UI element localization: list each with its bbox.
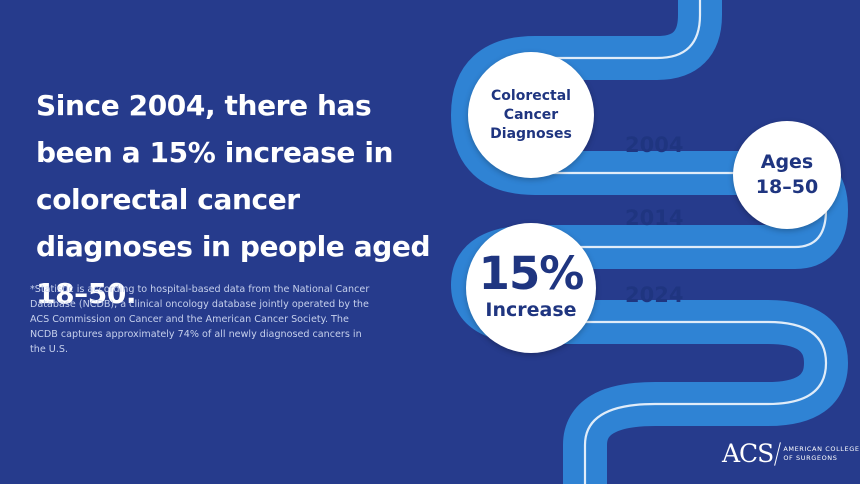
ages-circle: Ages 18–50	[733, 121, 841, 229]
diagnoses-line-1: Colorectal	[491, 87, 571, 104]
headline: Since 2004, there has been a 15% increas…	[36, 89, 431, 310]
year-2004-label: 2004	[625, 133, 684, 157]
logo-line-2: OF SURGEONS	[783, 454, 838, 462]
ages-line-1: Ages	[760, 151, 814, 173]
year-2014-label: 2014	[625, 206, 684, 230]
acs-logo: ACS AMERICAN COLLEGE OF SURGEONS	[722, 436, 860, 472]
year-2024-label: 2024	[625, 283, 684, 307]
diagnoses-line-3: Diagnoses	[490, 125, 572, 142]
footnote: *Statistic is according to hospital-base…	[30, 284, 370, 355]
logo-line-1: AMERICAN COLLEGE	[783, 445, 860, 453]
logo-divider	[774, 442, 782, 466]
increase-circle: 15% Increase	[466, 223, 596, 353]
stat-label: Increase	[485, 299, 577, 321]
ages-line-2: 18–50	[755, 176, 819, 198]
diagnoses-line-2: Cancer	[503, 106, 559, 123]
logo-mark: ACS	[722, 439, 774, 468]
logo-wordmark: AMERICAN COLLEGE OF SURGEONS	[783, 445, 859, 463]
diagnoses-circle: Colorectal Cancer Diagnoses	[468, 52, 594, 178]
stat-value: 15%	[478, 247, 585, 300]
